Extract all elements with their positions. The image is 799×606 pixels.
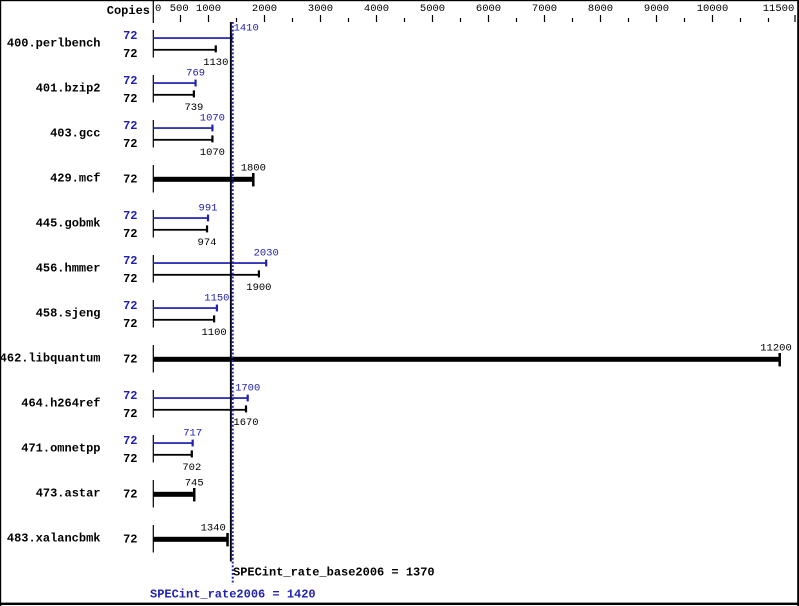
svg-text:739: 739 [184,102,203,114]
svg-text:72: 72 [123,47,137,61]
svg-text:1700: 1700 [235,383,260,395]
svg-text:500: 500 [170,3,189,15]
svg-text:9000: 9000 [644,3,669,15]
svg-text:473.astar: 473.astar [36,487,101,501]
svg-text:1070: 1070 [200,147,225,159]
svg-text:72: 72 [123,173,137,187]
svg-text:72: 72 [123,272,137,286]
svg-text:2000: 2000 [252,3,277,15]
svg-text:72: 72 [123,227,137,241]
svg-text:1100: 1100 [201,327,226,339]
svg-text:429.mcf: 429.mcf [50,172,100,186]
svg-text:1000: 1000 [196,3,221,15]
svg-text:Copies: Copies [107,4,150,18]
svg-text:11500: 11500 [763,3,795,15]
svg-text:72: 72 [123,353,137,367]
svg-text:471.omnetpp: 471.omnetpp [21,442,100,456]
svg-text:72: 72 [123,389,137,403]
svg-text:974: 974 [198,237,217,249]
svg-text:1410: 1410 [234,23,259,35]
svg-text:717: 717 [183,428,202,440]
svg-text:1900: 1900 [246,282,271,294]
svg-text:10000: 10000 [697,3,729,15]
svg-text:3000: 3000 [308,3,333,15]
svg-text:1150: 1150 [204,293,229,305]
svg-text:72: 72 [123,209,137,223]
svg-text:72: 72 [123,92,137,106]
svg-text:72: 72 [123,533,137,547]
svg-text:72: 72 [123,299,137,313]
svg-text:72: 72 [123,137,137,151]
svg-text:702: 702 [182,462,201,474]
svg-text:0: 0 [155,3,161,15]
svg-text:769: 769 [186,68,205,80]
svg-text:456.hmmer: 456.hmmer [36,262,101,276]
svg-text:1070: 1070 [200,113,225,125]
svg-text:72: 72 [123,434,137,448]
svg-text:1670: 1670 [233,417,258,429]
svg-text:8000: 8000 [588,3,613,15]
svg-text:72: 72 [123,488,137,502]
svg-text:6000: 6000 [476,3,501,15]
svg-text:72: 72 [123,254,137,268]
svg-text:11200: 11200 [760,343,792,355]
svg-text:745: 745 [185,478,204,490]
svg-text:SPECint_rate_base2006 = 1370: SPECint_rate_base2006 = 1370 [233,566,435,580]
svg-text:72: 72 [123,119,137,133]
svg-text:72: 72 [123,74,137,88]
svg-text:458.sjeng: 458.sjeng [36,307,101,321]
svg-text:400.perlbench: 400.perlbench [7,37,101,51]
svg-text:4000: 4000 [364,3,389,15]
svg-text:1340: 1340 [201,523,226,535]
svg-text:445.gobmk: 445.gobmk [36,217,101,231]
svg-text:SPECint_rate2006 = 1420: SPECint_rate2006 = 1420 [150,588,316,602]
svg-text:2030: 2030 [254,248,279,260]
svg-text:1800: 1800 [241,163,266,175]
svg-text:72: 72 [123,317,137,331]
svg-text:991: 991 [199,203,218,215]
svg-text:401.bzip2: 401.bzip2 [36,82,101,96]
svg-text:72: 72 [123,407,137,421]
svg-text:72: 72 [123,452,137,466]
svg-text:7000: 7000 [532,3,557,15]
svg-text:1130: 1130 [203,57,228,69]
svg-text:403.gcc: 403.gcc [50,127,100,141]
svg-text:483.xalancbmk: 483.xalancbmk [7,532,101,546]
svg-text:5000: 5000 [420,3,445,15]
svg-text:462.libquantum: 462.libquantum [0,352,101,366]
svg-text:464.h264ref: 464.h264ref [21,397,100,411]
svg-text:72: 72 [123,29,137,43]
